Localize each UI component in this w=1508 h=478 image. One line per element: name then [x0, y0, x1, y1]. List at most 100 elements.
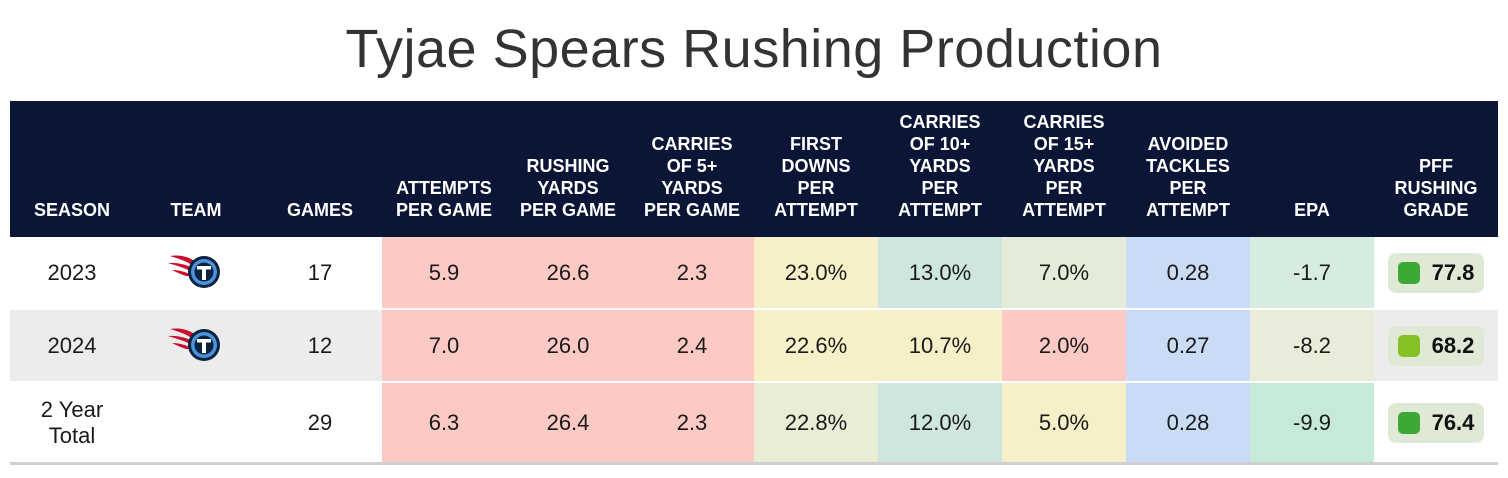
- cell-value: 2.0%: [1038, 332, 1090, 358]
- cell-value: 26.6: [546, 259, 590, 285]
- cell-value: 2024: [47, 332, 97, 358]
- column-header-label: SEASON: [33, 200, 111, 220]
- cell-value: 6.3: [428, 409, 460, 435]
- cell-att-pg: 7.0: [382, 310, 506, 381]
- cell-c15-pa: 7.0%: [1002, 237, 1126, 308]
- cell-value: 22.6%: [784, 332, 848, 358]
- cell-c15-pa: 5.0%: [1002, 383, 1126, 462]
- grade-badge: 76.4: [1387, 402, 1485, 443]
- cell-value: 2.3: [676, 259, 708, 285]
- column-header-label: FIRST DOWNS PER ATTEMPT: [774, 134, 858, 220]
- cell-value: 2023: [47, 259, 97, 285]
- cell-att-pg: 5.9: [382, 237, 506, 308]
- cell-grade: 77.8: [1374, 237, 1498, 308]
- table-row[interactable]: 2023 17 5.9 26.6 2.3 23.0% 13.0% 7.0% 0.28 -1.7 77…: [10, 237, 1498, 310]
- column-header-att-pg[interactable]: ATTEMPTS PER GAME: [382, 101, 506, 237]
- cell-at-pa: 0.28: [1126, 383, 1250, 462]
- grade-value: 76.4: [1431, 409, 1475, 435]
- column-header-yds-pg[interactable]: RUSHING YARDS PER GAME: [506, 101, 630, 237]
- cell-value: 7.0: [428, 332, 460, 358]
- column-header-games[interactable]: GAMES: [258, 101, 382, 237]
- cell-value: -9.9: [1293, 409, 1331, 435]
- page-title: Tyjae Spears Rushing Production: [345, 19, 1163, 79]
- grade-color-icon: [1397, 261, 1420, 284]
- column-header-c5-pg[interactable]: CARRIES OF 5+ YARDS PER GAME: [630, 101, 754, 237]
- cell-value: 2 Year Total: [40, 396, 104, 448]
- cell-value: 26.0: [546, 332, 590, 358]
- cell-yds-pg: 26.4: [506, 383, 630, 462]
- column-header-label: PFF RUSHING GRADE: [1394, 156, 1478, 220]
- column-header-c15-pa[interactable]: CARRIES OF 15+ YARDS PER ATTEMPT: [1002, 101, 1126, 237]
- cell-games: 12: [258, 310, 382, 381]
- cell-value: 7.0%: [1038, 259, 1090, 285]
- table-row[interactable]: 2024 12 7.0 26.0 2.4 22.6% 10.7% 2.0% 0.27 -8.2 68…: [10, 310, 1498, 383]
- stats-table: SEASON TEAM GAMES ATTEMPTS PER GAME RUSHING YA…: [10, 101, 1498, 465]
- cell-value: 2.3: [676, 409, 708, 435]
- cell-fd-pa: 22.6%: [754, 310, 878, 381]
- grade-badge: 68.2: [1387, 325, 1485, 366]
- cell-value: 22.8%: [784, 409, 848, 435]
- cell-c15-pa: 2.0%: [1002, 310, 1126, 381]
- column-header-label: GAMES: [286, 200, 353, 220]
- cell-value: 5.9: [428, 259, 460, 285]
- cell-epa: -8.2: [1250, 310, 1374, 381]
- column-header-season[interactable]: SEASON: [10, 101, 134, 237]
- column-header-label: EPA: [1294, 200, 1330, 220]
- column-header-label: TEAM: [170, 200, 222, 220]
- cell-value: 12.0%: [908, 409, 972, 435]
- cell-at-pa: 0.27: [1126, 310, 1250, 381]
- column-header-label: RUSHING YARDS PER GAME: [519, 156, 616, 220]
- cell-c10-pa: 13.0%: [878, 237, 1002, 308]
- cell-value: 26.4: [546, 409, 590, 435]
- cell-season: 2023: [10, 237, 134, 308]
- table-header: SEASON TEAM GAMES ATTEMPTS PER GAME RUSHING YA…: [10, 101, 1498, 237]
- cell-games: 29: [258, 383, 382, 462]
- grade-color-icon: [1397, 334, 1420, 357]
- cell-grade: 68.2: [1374, 310, 1498, 381]
- table-row[interactable]: 2 Year Total 29 6.3 26.4 2.3 22.8% 12.0% 5.0% 0.2…: [10, 383, 1498, 465]
- column-header-label: ATTEMPTS PER GAME: [395, 178, 492, 220]
- column-header-fd-pa[interactable]: FIRST DOWNS PER ATTEMPT: [754, 101, 878, 237]
- cell-value: 10.7%: [908, 332, 972, 358]
- cell-att-pg: 6.3: [382, 383, 506, 462]
- cell-fd-pa: 22.8%: [754, 383, 878, 462]
- grade-value: 68.2: [1431, 332, 1475, 358]
- cell-team: [134, 237, 258, 308]
- cell-c5-pg: 2.4: [630, 310, 754, 381]
- column-header-label: CARRIES OF 15+ YARDS PER ATTEMPT: [1022, 112, 1106, 220]
- cell-value: 0.28: [1166, 409, 1210, 435]
- cell-yds-pg: 26.6: [506, 237, 630, 308]
- cell-team: [134, 383, 258, 462]
- column-header-team[interactable]: TEAM: [134, 101, 258, 237]
- cell-games: 17: [258, 237, 382, 308]
- cell-grade: 76.4: [1374, 383, 1498, 462]
- column-header-label: CARRIES OF 10+ YARDS PER ATTEMPT: [898, 112, 982, 220]
- grade-value: 77.8: [1431, 259, 1475, 285]
- cell-c5-pg: 2.3: [630, 237, 754, 308]
- grade-color-icon: [1397, 411, 1420, 434]
- cell-team: [134, 310, 258, 381]
- cell-epa: -1.7: [1250, 237, 1374, 308]
- cell-value: 0.27: [1166, 332, 1210, 358]
- cell-c5-pg: 2.3: [630, 383, 754, 462]
- column-header-at-pa[interactable]: AVOIDED TACKLES PER ATTEMPT: [1126, 101, 1250, 237]
- cell-value: 5.0%: [1038, 409, 1090, 435]
- cell-epa: -9.9: [1250, 383, 1374, 462]
- titans-logo-icon: [166, 321, 226, 371]
- column-header-epa[interactable]: EPA: [1250, 101, 1374, 237]
- cell-value: -8.2: [1293, 332, 1331, 358]
- cell-c10-pa: 12.0%: [878, 383, 1002, 462]
- titans-logo-icon: [166, 248, 226, 298]
- cell-value: 0.28: [1166, 259, 1210, 285]
- cell-season: 2024: [10, 310, 134, 381]
- grade-badge: 77.8: [1387, 252, 1485, 293]
- cell-value: 17: [307, 259, 333, 285]
- cell-fd-pa: 23.0%: [754, 237, 878, 308]
- cell-value: -1.7: [1293, 259, 1331, 285]
- column-header-label: AVOIDED TACKLES PER ATTEMPT: [1146, 134, 1230, 220]
- column-header-grade[interactable]: PFF RUSHING GRADE: [1374, 101, 1498, 237]
- column-header-c10-pa[interactable]: CARRIES OF 10+ YARDS PER ATTEMPT: [878, 101, 1002, 237]
- cell-c10-pa: 10.7%: [878, 310, 1002, 381]
- cell-value: 13.0%: [908, 259, 972, 285]
- column-header-label: CARRIES OF 5+ YARDS PER GAME: [643, 134, 740, 220]
